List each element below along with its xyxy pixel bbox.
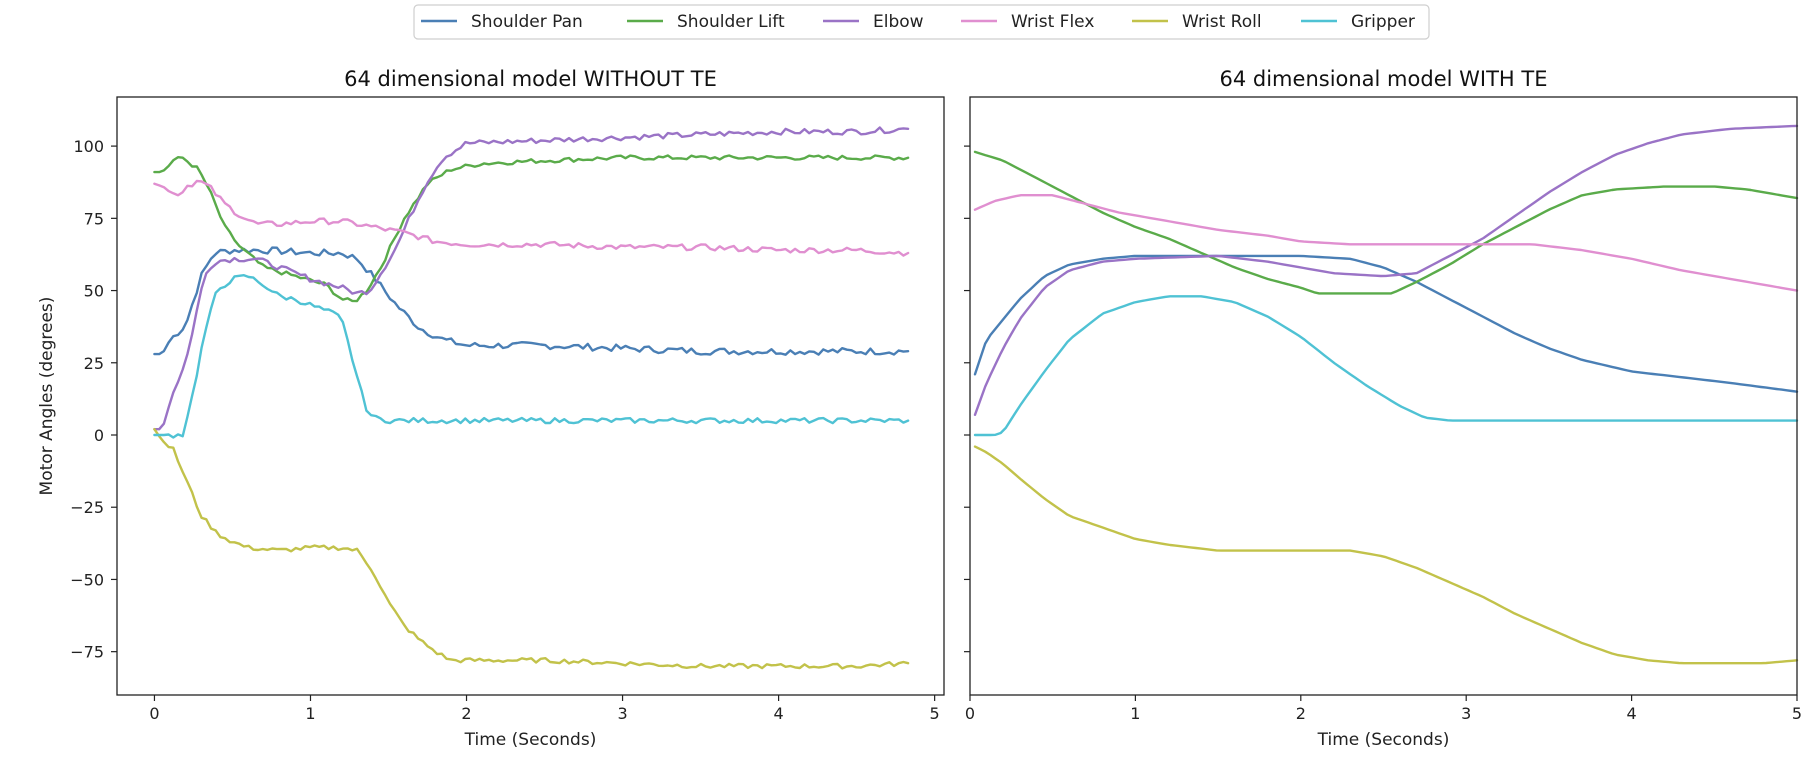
x-tick-label: 4 [774,704,784,723]
chart-panel-without-te: 0 1 2 3 4 5 −75 −50 −25 0 25 50 75 100 64 dimensional … [37,67,945,750]
y-tick-label: −75 [70,643,104,662]
series-line-wrist-roll [153,428,910,670]
legend-entry-shoulder-pan: Shoulder Pan [421,12,583,32]
series-line-gripper [153,274,910,439]
chart-panel-with-te: 0 1 2 3 4 5 64 dimensional model WITH TE Time (… [964,67,1802,750]
series-line-gripper [973,295,1799,437]
series-line-wrist-roll [973,445,1799,665]
x-tick-label: 3 [617,704,627,723]
series-line-elbow [153,126,910,431]
legend-entry-shoulder-lift: Shoulder Lift [627,12,785,32]
y-tick-label: −25 [70,498,104,517]
legend: Shoulder Pan Shoulder Lift Elbow Wrist Flex… [413,4,1430,40]
x-tick-label: 5 [930,704,940,723]
x-axis-label: Time (Seconds) [464,730,597,750]
x-tick-label: 0 [965,704,975,723]
y-axis-label: Motor Angles (degrees) [37,297,57,496]
series-line-wrist-flex [153,179,910,257]
legend-label: Elbow [873,12,924,32]
legend-label: Shoulder Lift [677,12,785,32]
legend-label: Gripper [1351,12,1415,32]
series-line-shoulder-pan [973,254,1799,393]
series-line-shoulder-lift [973,150,1799,295]
x-tick-label: 0 [149,704,159,723]
legend-entry-wrist-roll: Wrist Roll [1132,12,1262,32]
y-tick-label: 25 [84,354,104,373]
legend-label: Shoulder Pan [471,12,583,32]
x-tick-label: 5 [1792,704,1802,723]
y-tick-label: 50 [84,282,104,301]
x-tick-label: 2 [1296,704,1306,723]
series-line-elbow [973,124,1799,416]
x-tick-label: 1 [305,704,315,723]
legend-entry-gripper: Gripper [1301,12,1415,32]
legend-entry-wrist-flex: Wrist Flex [961,12,1094,32]
y-tick-label: −50 [70,570,104,589]
x-tick-label: 2 [461,704,471,723]
y-tick-label: 100 [73,137,104,156]
series-line-shoulder-lift [153,154,910,303]
chart-title: 64 dimensional model WITHOUT TE [344,67,717,91]
plot-frame [969,96,1798,696]
y-tick-label: 75 [84,209,104,228]
legend-entry-elbow: Elbow [823,12,924,32]
chart-title: 64 dimensional model WITH TE [1220,67,1548,91]
series-line-wrist-flex [973,194,1799,292]
legend-box [413,4,1430,40]
x-axis-label: Time (Seconds) [1317,730,1450,750]
legend-label: Wrist Flex [1011,12,1094,32]
legend-label: Wrist Roll [1182,12,1262,32]
series-line-shoulder-pan [153,246,910,356]
x-tick-label: 4 [1627,704,1637,723]
x-tick-label: 1 [1130,704,1140,723]
x-tick-label: 3 [1461,704,1471,723]
plot-frame [116,96,945,696]
y-tick-label: 0 [94,426,104,445]
